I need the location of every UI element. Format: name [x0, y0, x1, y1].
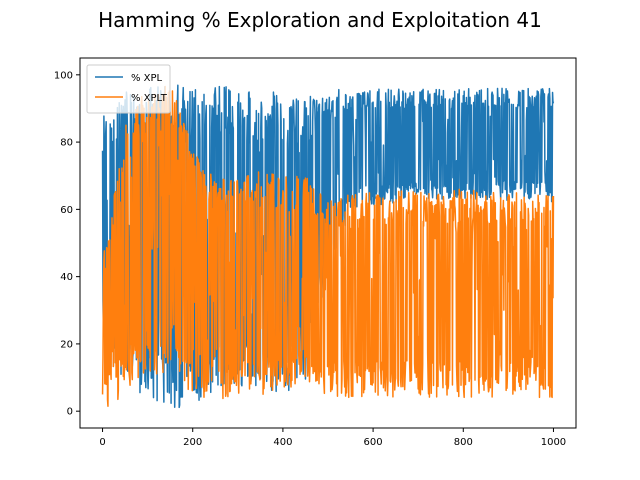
x-tick-label: 400 — [273, 437, 292, 448]
x-tick-label: 800 — [454, 437, 473, 448]
y-tick-label: 80 — [60, 138, 73, 149]
x-tick-label: 1000 — [541, 437, 566, 448]
plot-frame — [79, 57, 577, 429]
legend: % XPL % XPLT — [86, 64, 171, 114]
y-tick-label: 40 — [60, 272, 73, 283]
y-tick-label: 60 — [60, 205, 73, 216]
legend-label-xpl: % XPL — [131, 73, 163, 84]
y-tick-label: 20 — [60, 339, 73, 350]
y-tick-label: 100 — [54, 70, 73, 81]
x-tick-label: 200 — [183, 437, 202, 448]
series-layer — [101, 84, 555, 409]
series-line-xplt — [101, 85, 555, 407]
series-line-xpl — [101, 84, 555, 409]
x-axis: 0 200 400 600 800 1000 — [99, 428, 566, 448]
x-tick-label: 600 — [364, 437, 383, 448]
chart-title: Hamming % Exploration and Exploitation 4… — [98, 8, 542, 32]
x-tick-label: 0 — [99, 437, 105, 448]
legend-label-xplt: % XPLT — [131, 93, 168, 104]
y-tick-label: 0 — [67, 407, 73, 418]
y-axis: 0 20 40 60 80 100 — [54, 70, 80, 418]
